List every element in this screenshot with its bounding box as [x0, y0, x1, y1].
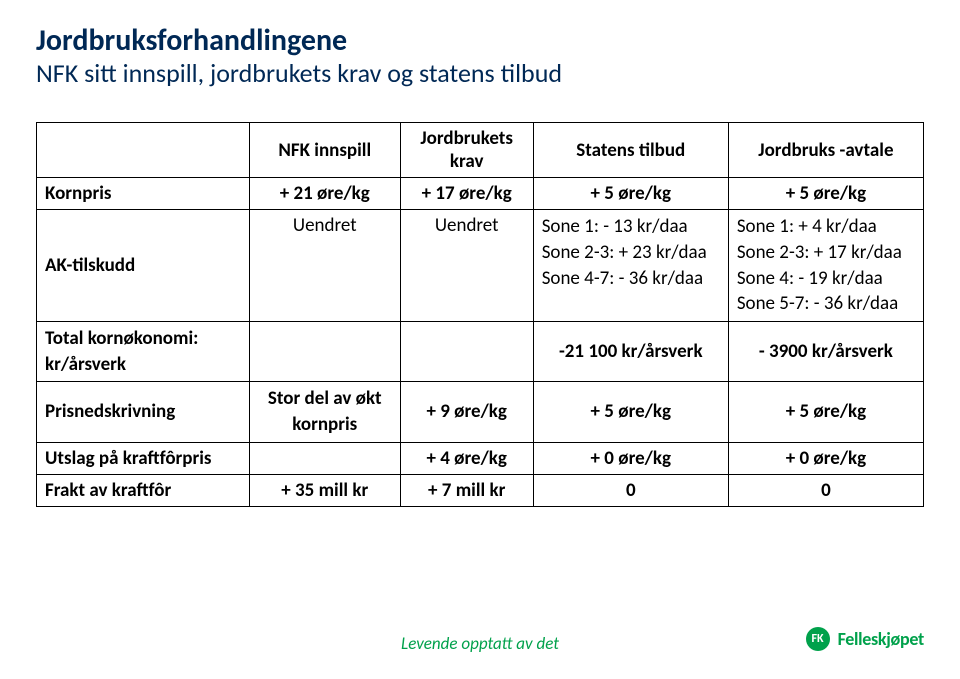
table-row: NFK innspill Jordbrukets krav Statens ti… [37, 123, 924, 178]
cell: Sone 1: - 13 kr/daa Sone 2-3: + 23 kr/da… [533, 210, 728, 322]
row-label-utslag: Utslag på kraftfôrpris [37, 442, 250, 474]
footer-brand: Felleskjøpet [838, 628, 924, 650]
cell: + 5 øre/kg [728, 382, 923, 442]
cell-line: Sone 5-7: - 36 kr/daa [737, 291, 915, 317]
row-label-kornpris: Kornpris [37, 178, 250, 210]
cell: + 9 øre/kg [400, 382, 533, 442]
cell-line: Sone 4: - 19 kr/daa [737, 266, 915, 292]
fk-badge-icon: FK [806, 627, 830, 651]
cell [249, 442, 400, 474]
data-table: NFK innspill Jordbrukets krav Statens ti… [36, 122, 924, 506]
cell: + 35 mill kr [249, 474, 400, 506]
cell: 0 [533, 474, 728, 506]
page-subtitle: NFK sitt innspill, jordbrukets krav og s… [36, 59, 924, 89]
col-header-nfk: NFK innspill [249, 123, 400, 178]
cell: Uendret [249, 210, 400, 322]
cell: + 5 øre/kg [728, 178, 923, 210]
cell-line: Stor del av økt [258, 386, 392, 412]
cell: Stor del av økt kornpris [249, 382, 400, 442]
cell-line: kornpris [258, 412, 392, 438]
col-header-blank [37, 123, 250, 178]
row-label-aktilskudd: AK-tilskudd [37, 210, 250, 322]
cell: + 5 øre/kg [533, 178, 728, 210]
table-row: Kornpris + 21 øre/kg + 17 øre/kg + 5 øre… [37, 178, 924, 210]
row-label-frakt: Frakt av kraftfôr [37, 474, 250, 506]
cell: -21 100 kr/årsverk [533, 321, 728, 381]
page-title: Jordbruksforhandlingene [36, 24, 924, 59]
cell-line: Sone 2-3: + 23 kr/daa [542, 240, 720, 266]
cell: Uendret [400, 210, 533, 322]
col-header-statens: Statens tilbud [533, 123, 728, 178]
cell: + 7 mill kr [400, 474, 533, 506]
table-row: Total kornøkonomi: kr/årsverk -21 100 kr… [37, 321, 924, 381]
cell-line: Sone 2-3: + 17 kr/daa [737, 240, 915, 266]
cell: - 3900 kr/årsverk [728, 321, 923, 381]
footer-logo: FK Felleskjøpet [806, 627, 924, 651]
cell: + 4 øre/kg [400, 442, 533, 474]
cell: + 0 øre/kg [728, 442, 923, 474]
cell-line: kr/årsverk [45, 352, 241, 378]
col-header-jordbrukets: Jordbrukets krav [400, 123, 533, 178]
cell-line: Sone 4-7: - 36 kr/daa [542, 266, 720, 292]
cell [400, 321, 533, 381]
cell-line: Sone 1: + 4 kr/daa [737, 214, 915, 240]
cell: + 21 øre/kg [249, 178, 400, 210]
cell-line: Total kornøkonomi: [45, 326, 241, 352]
row-label-totalkorn: Total kornøkonomi: kr/årsverk [37, 321, 250, 381]
cell: + 0 øre/kg [533, 442, 728, 474]
footer-tagline: Levende opptatt av det [401, 633, 559, 654]
cell: + 17 øre/kg [400, 178, 533, 210]
cell-line: Sone 1: - 13 kr/daa [542, 214, 720, 240]
cell: 0 [728, 474, 923, 506]
footer: Levende opptatt av det FK Felleskjøpet [0, 627, 960, 665]
col-header-jordbruks: Jordbruks -avtale [728, 123, 923, 178]
cell: Sone 1: + 4 kr/daa Sone 2-3: + 17 kr/daa… [728, 210, 923, 322]
cell [249, 321, 400, 381]
table-row: Utslag på kraftfôrpris + 4 øre/kg + 0 ør… [37, 442, 924, 474]
table-row: Frakt av kraftfôr + 35 mill kr + 7 mill … [37, 474, 924, 506]
table-row: AK-tilskudd Uendret Uendret Sone 1: - 13… [37, 210, 924, 322]
table-row: Prisnedskrivning Stor del av økt kornpri… [37, 382, 924, 442]
cell: + 5 øre/kg [533, 382, 728, 442]
row-label-prisned: Prisnedskrivning [37, 382, 250, 442]
